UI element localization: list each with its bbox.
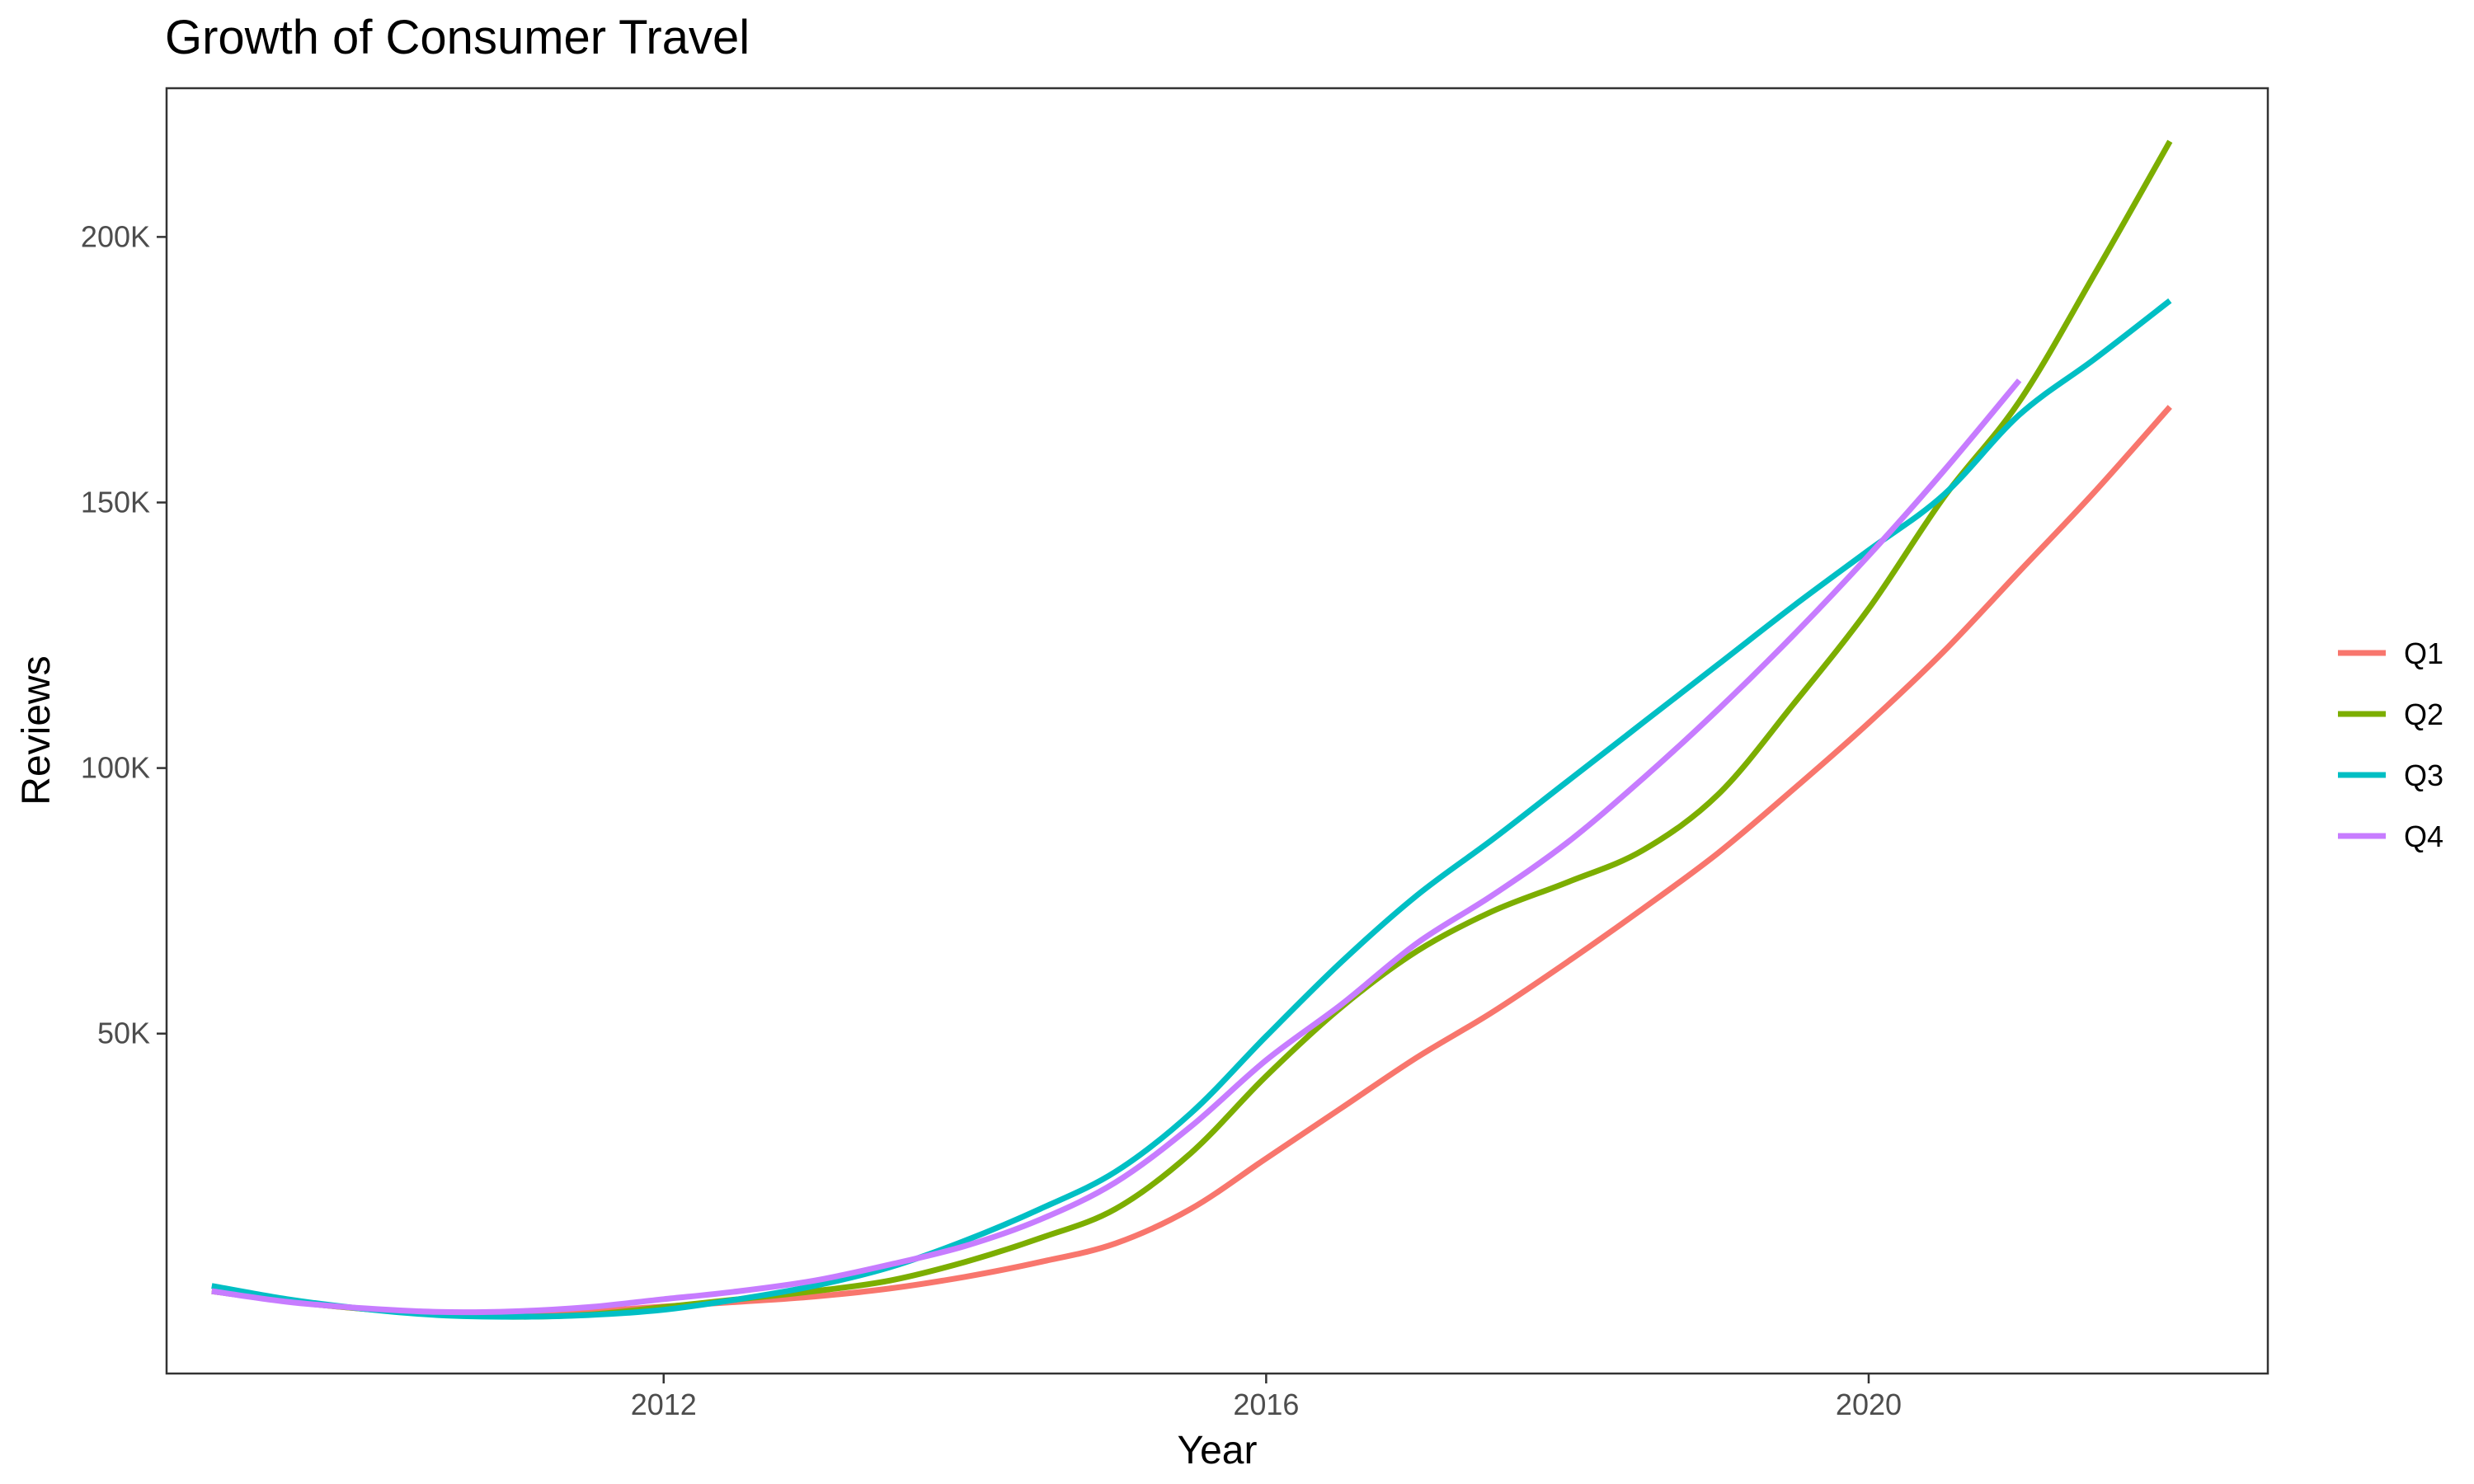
series-line-q3 [211,298,2172,1320]
y-tick-label: 150K [81,485,150,519]
y-axis: 50K 100K 150K 200K [81,219,167,1050]
y-axis-title: Reviews [15,655,59,805]
legend-item-q1: Q1 [2338,636,2443,670]
x-axis-title: Year [1178,1429,1258,1472]
x-tick-label: 2016 [1233,1388,1299,1421]
series-line-q2 [211,139,2173,1320]
x-tick-label: 2012 [631,1388,697,1421]
y-tick-label: 100K [81,751,150,785]
chart-title: Growth of Consumer Travel [165,11,750,64]
series-line-q4 [211,378,2022,1316]
series-layer [211,139,2173,1320]
legend-item-q2: Q2 [2338,697,2443,731]
y-tick-label: 50K [97,1017,150,1050]
legend-item-q4: Q4 [2338,819,2443,853]
legend-label: Q1 [2404,636,2443,670]
y-tick-label: 200K [81,219,150,253]
legend: Q1 Q2 Q3 Q4 [2338,636,2443,853]
legend-label: Q4 [2404,819,2443,853]
plot-panel [165,87,2269,1375]
x-axis: 2012 2016 2020 [631,1374,1902,1421]
x-tick-label: 2020 [1836,1388,1902,1421]
series-line-q1 [211,405,2172,1317]
legend-label: Q2 [2404,697,2443,731]
legend-label: Q3 [2404,758,2443,792]
legend-item-q3: Q3 [2338,758,2443,792]
